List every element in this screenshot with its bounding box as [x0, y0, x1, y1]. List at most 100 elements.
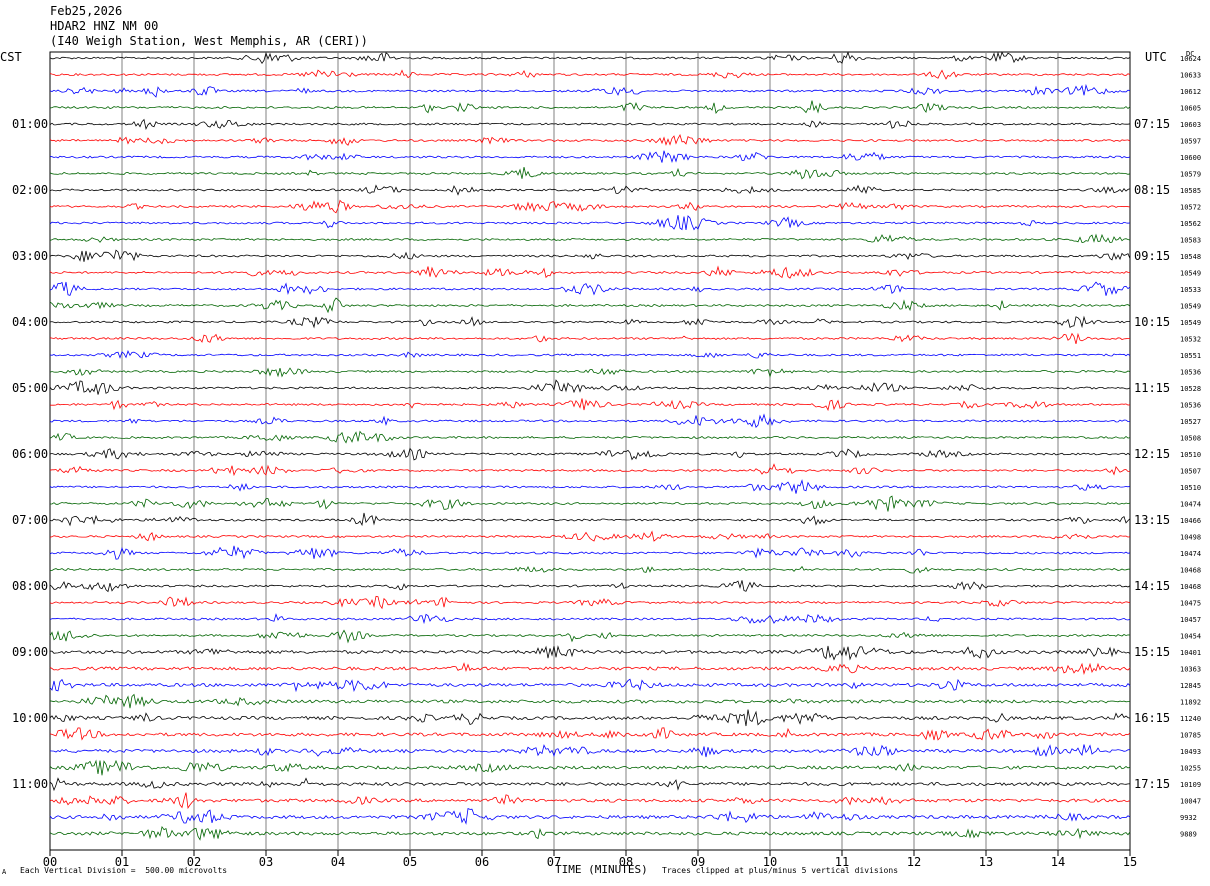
right-hour-label: 09:15: [1134, 249, 1170, 263]
trace-line: [49, 133, 1131, 146]
trace-line: [49, 678, 1131, 693]
trace-line: [49, 613, 1131, 625]
dc-offset-label: 10624: [1180, 55, 1201, 63]
dc-offset-label: 10612: [1180, 88, 1201, 96]
dc-offset-label: 11240: [1180, 715, 1201, 723]
trace-line: [49, 315, 1130, 329]
trace-line: [49, 379, 1131, 395]
dc-offset-label: 10466: [1180, 517, 1201, 525]
dc-offset-label: 11892: [1180, 699, 1201, 707]
station-location: (I40 Weigh Station, West Memphis, AR (CE…: [50, 34, 368, 48]
trace-line: [49, 709, 1131, 727]
trace-line: [49, 545, 1131, 560]
dc-offset-label: 10583: [1180, 237, 1201, 245]
x-tick-label: 06: [475, 855, 489, 869]
dc-offset-label: 10585: [1180, 187, 1201, 195]
left-hour-label: 08:00: [12, 579, 48, 593]
x-tick-label: 01: [115, 855, 129, 869]
left-hour-label: 03:00: [12, 249, 48, 263]
dc-offset-label: 10510: [1180, 484, 1201, 492]
right-hour-label: 11:15: [1134, 381, 1170, 395]
trace-line: [49, 233, 1131, 244]
corner-mark: A: [2, 868, 7, 876]
x-tick-label: 05: [403, 855, 417, 869]
dc-offset-label: 10454: [1180, 633, 1201, 641]
right-hour-label: 12:15: [1134, 447, 1170, 461]
dc-offset-label: 10605: [1180, 105, 1201, 113]
trace-line: [49, 479, 1131, 494]
dc-offset-label: 10363: [1180, 666, 1201, 674]
dc-offset-label: 10528: [1180, 385, 1201, 393]
x-tick-label: 15: [1123, 855, 1137, 869]
dc-offset-label: 10508: [1180, 435, 1201, 443]
trace-line: [49, 118, 1131, 130]
trace-line: [49, 199, 1131, 214]
trace-line: [49, 580, 1131, 593]
trace-line: [49, 727, 1131, 741]
dc-offset-label: 10549: [1180, 303, 1201, 311]
trace-line: [49, 297, 1131, 314]
right-hour-label: 14:15: [1134, 579, 1170, 593]
x-axis-title: TIME (MINUTES): [555, 863, 648, 876]
dc-offset-label: 10474: [1180, 550, 1201, 558]
x-tick-label: 14: [1051, 855, 1065, 869]
dc-offset-label: 10551: [1180, 352, 1201, 360]
trace-line: [49, 759, 1131, 776]
left-hour-label: 06:00: [12, 447, 48, 461]
dc-offset-label: 10600: [1180, 154, 1201, 162]
trace-line: [49, 350, 1131, 359]
trace-line: [49, 69, 1131, 80]
trace-line: [49, 463, 1131, 477]
dc-offset-label: 10527: [1180, 418, 1201, 426]
left-timezone-label: CST: [0, 50, 22, 64]
right-hour-label: 10:15: [1134, 315, 1170, 329]
trace-line: [49, 629, 1131, 644]
dc-column-label: DC: [1186, 50, 1195, 58]
trace-line: [49, 565, 1131, 574]
x-tick-label: 02: [187, 855, 201, 869]
dc-offset-label: 10785: [1180, 732, 1201, 740]
scale-note: Each Vertical Division = 500.00 microvol…: [20, 866, 228, 875]
trace-line: [49, 530, 1131, 542]
trace-line: [49, 332, 1130, 345]
trace-line: [49, 430, 1131, 444]
trace-line: [49, 645, 1131, 661]
right-hour-label: 15:15: [1134, 645, 1170, 659]
trace-line: [49, 413, 1131, 428]
dc-offset-label: 10468: [1180, 567, 1201, 575]
dc-offset-label: 10548: [1180, 253, 1201, 261]
dc-offset-label: 9932: [1180, 814, 1197, 822]
right-hour-label: 07:15: [1134, 117, 1170, 131]
trace-line: [49, 398, 1131, 412]
x-tick-label: 04: [331, 855, 345, 869]
station-channel: HDAR2 HNZ NM 00: [50, 19, 159, 33]
x-tick-label: 08: [619, 855, 633, 869]
dc-offset-label: 10533: [1180, 286, 1201, 294]
left-hour-label: 07:00: [12, 513, 48, 527]
right-hour-label: 17:15: [1134, 777, 1170, 791]
left-hour-label: 11:00: [12, 777, 48, 791]
dc-offset-label: 10474: [1180, 501, 1201, 509]
left-hour-label: 04:00: [12, 315, 48, 329]
dc-offset-label: 10109: [1180, 781, 1201, 789]
dc-offset-label: 10603: [1180, 121, 1201, 129]
trace-line: [49, 662, 1131, 676]
x-tick-label: 03: [259, 855, 273, 869]
right-hour-label: 16:15: [1134, 711, 1170, 725]
dc-offset-label: 10457: [1180, 616, 1201, 624]
trace-line: [49, 512, 1131, 527]
dc-offset-label: 10507: [1180, 468, 1201, 476]
trace-line: [49, 777, 1131, 792]
dc-offset-label: 10536: [1180, 369, 1201, 377]
trace-line: [49, 808, 1131, 825]
x-tick-label: 10: [763, 855, 777, 869]
x-tick-label: 00: [43, 855, 57, 869]
trace-line: [49, 367, 1131, 378]
trace-line: [49, 249, 1131, 262]
dc-offset-label: 10475: [1180, 600, 1201, 608]
dc-offset-label: 10549: [1180, 270, 1201, 278]
trace-line: [49, 825, 1131, 841]
x-tick-label: 09: [691, 855, 705, 869]
dc-offset-label: 12845: [1180, 682, 1201, 690]
